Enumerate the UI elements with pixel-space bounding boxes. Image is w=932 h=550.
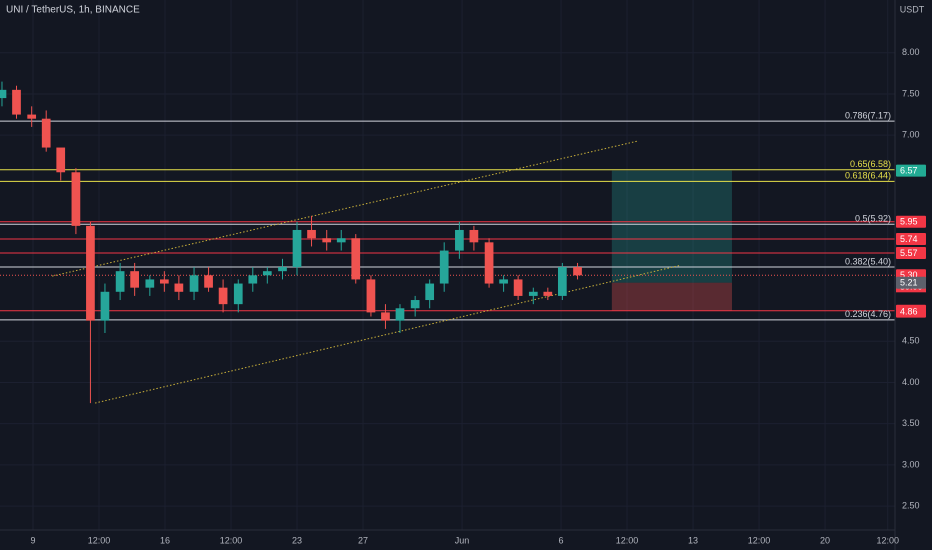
candle-body [292, 229, 302, 268]
y-tick-label: 3.00 [902, 459, 920, 469]
candle-body [0, 89, 7, 99]
x-tick-label: 12:00 [88, 535, 111, 545]
x-tick-label: 16 [160, 535, 170, 545]
price-tag [896, 305, 926, 318]
profit-zone [611, 170, 732, 283]
y-tick-label: 8.00 [902, 47, 920, 57]
candle-body [395, 308, 405, 321]
price-tag [896, 164, 926, 177]
candle-body [351, 238, 361, 280]
grid [0, 0, 895, 530]
price-tag-label: 5.95 [900, 217, 918, 227]
price-tag-label: 4.86 [900, 306, 918, 316]
candle-body [86, 225, 95, 321]
candle-body [381, 312, 390, 321]
x-tick-label: 13 [688, 535, 698, 545]
channel-line [94, 264, 680, 404]
y-tick-label: 4.00 [902, 377, 920, 387]
x-tick-label: 12:00 [220, 535, 243, 545]
candle-body [439, 250, 449, 284]
candle-body [130, 271, 140, 288]
x-tick-label: 6 [559, 535, 564, 545]
candle-body [322, 238, 332, 243]
candle-body [410, 300, 420, 309]
channel-line [52, 140, 639, 277]
candle-body [71, 172, 81, 226]
candle-body [336, 238, 346, 243]
x-tick-label: 12:00 [616, 535, 639, 545]
fib-label: 0.786(7.17) [845, 111, 891, 121]
candle-body [307, 229, 316, 239]
price-tag-label: 5.74 [900, 234, 918, 244]
candle-body [100, 291, 110, 321]
x-tick-label: Jun [455, 535, 470, 545]
x-tick-label: 23 [292, 535, 302, 545]
price-tag [896, 215, 926, 228]
price-tag [896, 276, 926, 289]
candle-body [159, 279, 169, 284]
candles [0, 81, 582, 404]
x-tick-label: 12:00 [748, 535, 771, 545]
y-tick-label: 3.50 [902, 418, 920, 428]
candle-body [233, 283, 243, 305]
candle-body [425, 283, 435, 301]
currency-label: USDT [900, 4, 925, 14]
candle-body [27, 114, 37, 119]
candle-body [204, 275, 213, 288]
y-tick-label: 7.00 [902, 130, 920, 140]
candle-body [573, 267, 582, 276]
fib-label: 0.65(6.58) [850, 159, 891, 169]
candle-body [56, 147, 66, 173]
overlays: 0.786(7.17) 0.65(6.58) 0.618(6.44) 0.5(5.92… [0, 111, 895, 404]
loss-zone [611, 282, 732, 311]
y-tick-label: 4.50 [902, 336, 920, 346]
fib-label: 0.5(5.92) [855, 214, 891, 224]
x-tick-label: 9 [30, 535, 35, 545]
candle-body [557, 267, 567, 296]
price-tag-label: 5.21 [900, 278, 918, 288]
candle-body [145, 279, 155, 288]
candle-body [248, 275, 258, 284]
candle-body [513, 279, 523, 296]
candle-body [189, 275, 199, 292]
candle-body [543, 291, 553, 296]
candle-body [469, 229, 479, 243]
price-tag-label: 6.57 [900, 165, 918, 175]
candle-body [41, 118, 51, 148]
fib-label: 0.382(5.40) [845, 256, 891, 266]
price-tag [896, 233, 926, 246]
candle-body [455, 229, 464, 251]
x-tick-label: 12:00 [876, 535, 899, 545]
candle-body [218, 287, 228, 305]
candle-body [12, 89, 21, 115]
price-tag [896, 247, 926, 260]
candle-body [174, 283, 184, 292]
fib-label: 0.236(4.76) [845, 309, 891, 319]
price-tag-label: 5.57 [900, 248, 918, 258]
candle-body [484, 242, 494, 284]
axes: 8.00 7.50 7.00 4.50 4.00 3.50 3.00 2.50 9 12:00 16… [30, 47, 926, 545]
x-tick-label: 20 [820, 535, 830, 545]
candle-body [115, 271, 125, 292]
candle-body [499, 279, 508, 284]
x-tick-label: 27 [358, 535, 368, 545]
candle-body [366, 279, 376, 313]
y-tick-label: 7.50 [902, 88, 920, 98]
price-tag-label: 5.30 [900, 270, 918, 280]
fib-label: 0.618(6.44) [845, 171, 891, 181]
chart-title: UNI / TetherUS, 1h, BINANCE [6, 5, 140, 16]
candle-body [528, 291, 538, 296]
y-tick-label: 2.50 [902, 500, 920, 510]
candle-body [262, 271, 272, 276]
candle-body [278, 267, 287, 272]
